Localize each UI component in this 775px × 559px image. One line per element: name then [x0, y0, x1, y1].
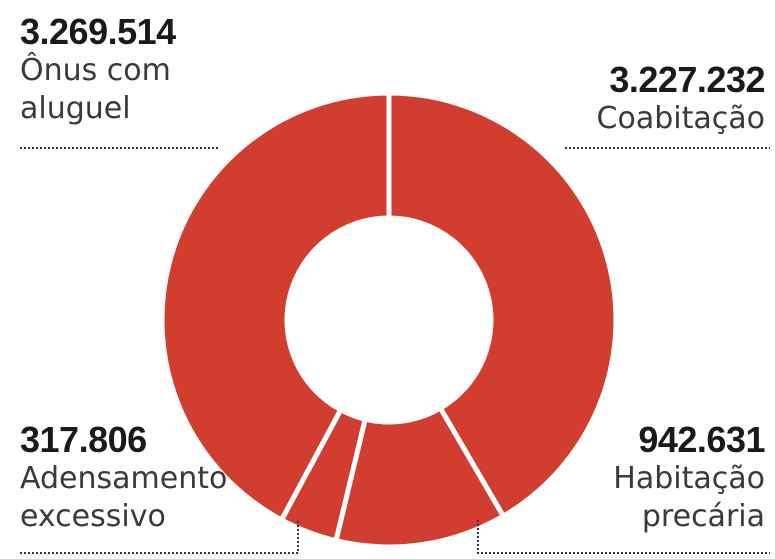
value-adensamento: 317.806	[20, 419, 147, 460]
name-adensamento-line2: excessivo	[20, 499, 166, 534]
value-onus-com-aluguel: 3.269.514	[20, 11, 176, 52]
leader-lines	[20, 147, 770, 554]
donut-slices	[159, 90, 619, 550]
value-habitacao: 942.631	[638, 419, 765, 460]
slice-onus-com-aluguel	[159, 90, 392, 524]
label-adensamento-excessivo: 317.806 Adensamento excessivo	[20, 420, 227, 536]
slice-coabitacao	[386, 90, 619, 520]
leader-habitacao	[477, 520, 770, 554]
name-habitacao-line2: precária	[641, 499, 765, 534]
label-habitacao-precaria: 942.631 Habitação precária	[613, 420, 765, 536]
value-coabitacao: 3.227.232	[609, 59, 765, 100]
name-adensamento-line1: Adensamento	[20, 461, 228, 496]
leader-adensamento	[20, 520, 299, 554]
name-coabitacao: Coabitação	[596, 101, 765, 136]
label-onus-com-aluguel: 3.269.514 Ônus com aluguel	[20, 12, 176, 128]
label-coabitacao: 3.227.232 Coabitação	[596, 59, 766, 138]
name-onus-line2: aluguel	[20, 91, 131, 126]
name-habitacao-line1: Habitação	[613, 461, 765, 496]
name-onus-line1: Ônus com	[20, 53, 171, 88]
